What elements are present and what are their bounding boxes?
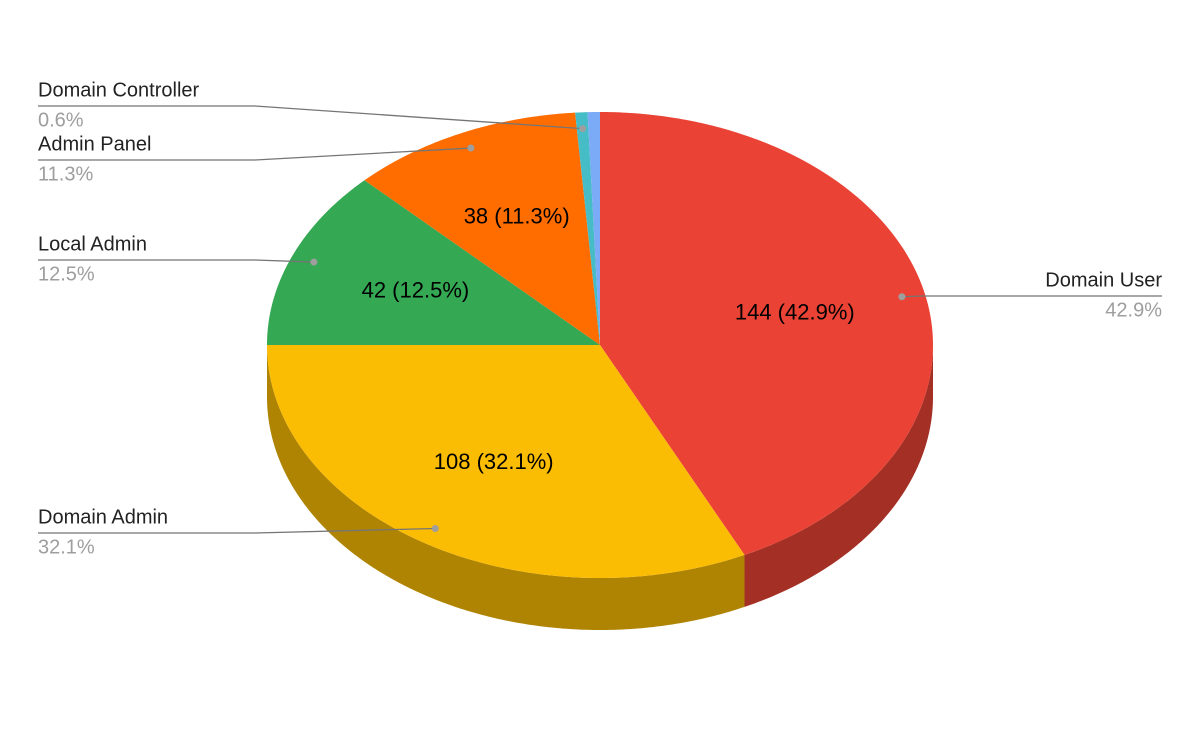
slice-label: 144 (42.9%) [735, 300, 855, 325]
slice [600, 112, 933, 555]
label-percent: 0.6% [38, 109, 84, 131]
leader-dot [579, 125, 587, 133]
label-name: Domain Admin [38, 506, 168, 528]
leader-line [38, 259, 314, 263]
label-name: Domain User [1045, 269, 1162, 291]
slice-side [267, 345, 745, 630]
slice [267, 180, 600, 345]
label-percent: 11.3% [38, 163, 93, 185]
label-percent: 42.9% [1105, 299, 1162, 321]
leader-dot [431, 524, 439, 532]
leader-line [38, 147, 471, 161]
slice-side [744, 345, 933, 607]
slice-label: 38 (11.3%) [464, 204, 570, 229]
leader-dot [310, 258, 318, 266]
slice-label: 42 (12.5%) [362, 277, 470, 302]
label-percent: 32.1% [38, 536, 95, 558]
slice [587, 112, 600, 345]
label-name: Domain Controller [38, 79, 200, 101]
slice [267, 345, 745, 578]
label-name: Local Admin [38, 233, 147, 255]
leader-line [38, 105, 583, 130]
slice [575, 112, 600, 345]
slice-label: 108 (32.1%) [434, 449, 554, 474]
leader-line [38, 527, 436, 534]
slice [364, 112, 600, 345]
leader-line [901, 295, 1162, 298]
label-name: Admin Panel [38, 133, 151, 155]
leader-dot [467, 144, 475, 152]
label-percent: 12.5% [38, 263, 95, 285]
leader-dot [898, 293, 906, 301]
